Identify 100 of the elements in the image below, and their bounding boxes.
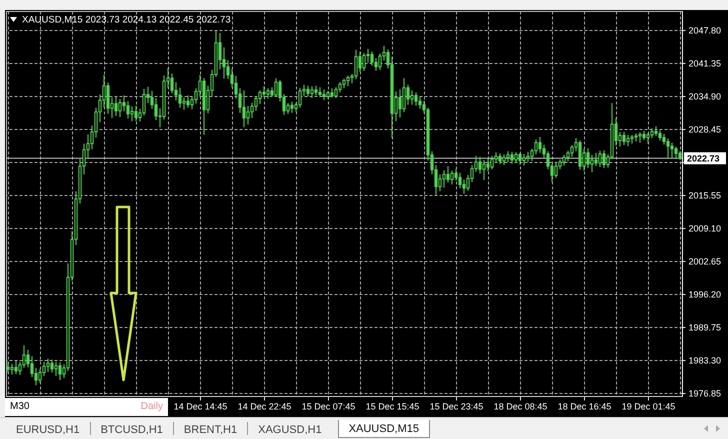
y-tick-label: 2047.80 (688, 25, 722, 36)
candlestick (134, 105, 138, 122)
candlestick (178, 87, 182, 108)
chart-title: XAUUSD,M15 2023.73 2024.13 2022.45 2022.73 (22, 14, 231, 26)
candlestick (246, 105, 250, 126)
candlestick (186, 94, 190, 108)
y-tick-label: 1983.30 (688, 356, 722, 366)
candlestick (114, 96, 118, 116)
candlestick (122, 94, 126, 112)
candlestick (414, 92, 418, 106)
candlestick (318, 86, 322, 98)
candlestick (526, 151, 530, 163)
candlestick (398, 88, 402, 118)
candlestick (494, 152, 498, 164)
candlestick (258, 90, 262, 105)
candlestick (590, 154, 594, 173)
candlestick (42, 361, 46, 377)
tab-label: BRENT,H1 (184, 424, 238, 436)
candlestick (674, 146, 678, 160)
candlestick (486, 157, 490, 172)
y-tick-label: 2028.45 (688, 124, 722, 135)
candlestick (442, 170, 446, 188)
candlestick (102, 74, 106, 108)
candlestick (654, 126, 658, 136)
tab-label: XAUUSD,M15 (348, 422, 419, 434)
candlestick (354, 49, 358, 80)
x-tick-label: 15 Dec 15:45 (366, 402, 420, 412)
y-tick-label: 2041.35 (688, 58, 722, 68)
candlestick (330, 88, 334, 98)
candlestick (586, 148, 590, 169)
candlestick (118, 98, 122, 118)
tab-label: BTCUSD,H1 (100, 424, 163, 436)
candlestick (358, 50, 362, 72)
candlestick (510, 151, 514, 164)
candlestick (342, 78, 346, 89)
x-tick-label: 14 Dec 14:45 (174, 402, 228, 412)
x-tick-label: 18 Dec 08:45 (494, 402, 548, 412)
candlestick (170, 72, 174, 94)
candlestick (54, 361, 58, 377)
candlestick (378, 52, 382, 70)
candlestick (458, 172, 462, 189)
candlestick (594, 152, 598, 167)
candlestick (46, 358, 50, 372)
candlestick (334, 86, 338, 99)
candlestick (346, 75, 350, 87)
candlestick (658, 130, 662, 142)
candlestick (338, 82, 342, 93)
candlestick (142, 88, 146, 116)
candlestick (322, 88, 326, 101)
candlestick (570, 144, 574, 158)
candlestick (126, 100, 130, 120)
candlestick (626, 134, 630, 147)
candlestick (58, 362, 62, 381)
candlestick (34, 367, 38, 386)
candlestick (38, 368, 42, 384)
candlestick (250, 102, 254, 118)
candlestick (534, 139, 538, 155)
candlestick (374, 58, 378, 72)
candlestick (498, 152, 502, 165)
candlestick (650, 128, 654, 138)
candlestick (30, 356, 34, 378)
candlestick (370, 50, 374, 66)
candlestick (310, 86, 314, 99)
candlestick (482, 159, 486, 180)
candlestick (298, 87, 302, 108)
y-tick-label: 2034.90 (688, 91, 722, 102)
candlestick (106, 82, 110, 114)
candlestick (666, 138, 670, 159)
candlestick (598, 150, 602, 168)
candlestick (562, 154, 566, 166)
candlestick (522, 153, 526, 166)
x-tick-label: 18 Dec 16:45 (558, 402, 612, 412)
candlestick (154, 98, 158, 121)
candlestick (274, 78, 278, 98)
candlestick (314, 85, 318, 96)
candlestick (446, 166, 450, 184)
candlestick (602, 150, 606, 169)
y-tick-label: 1976.85 (688, 388, 722, 399)
candlestick (290, 101, 294, 114)
tab-label: EURUSD,H1 (16, 424, 80, 436)
candlestick (306, 85, 310, 97)
candlestick (450, 170, 454, 186)
candlestick (638, 132, 642, 144)
candlestick (418, 96, 422, 110)
candlestick (242, 90, 246, 128)
candlestick (10, 363, 14, 375)
y-tick-label: 2015.55 (688, 190, 722, 201)
candlestick (402, 78, 406, 112)
candlestick (6, 361, 10, 374)
y-tick-label: 1996.20 (688, 290, 722, 300)
candlestick (554, 162, 558, 178)
candlestick (518, 152, 522, 166)
candlestick (478, 156, 482, 174)
candlestick (662, 133, 666, 146)
candlestick (362, 52, 366, 72)
candlestick (462, 178, 466, 194)
y-tick-label: 2009.10 (688, 224, 722, 234)
candlestick (406, 84, 410, 106)
candlestick (506, 150, 510, 163)
candlestick (642, 130, 646, 141)
